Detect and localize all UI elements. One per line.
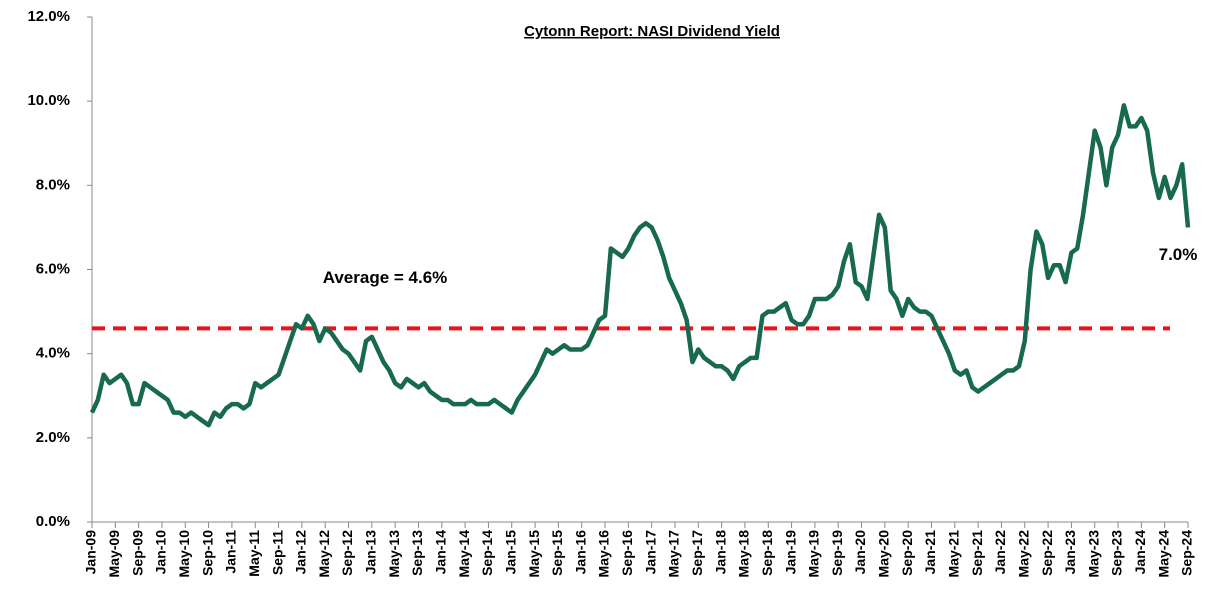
y-tick-label: 4.0% — [36, 345, 70, 362]
x-tick-label: Jan-20 — [852, 530, 868, 575]
x-tick-label: Sep-13 — [409, 530, 425, 576]
x-tick-label: Sep-12 — [339, 530, 355, 576]
x-tick-label: Sep-11 — [269, 530, 285, 575]
y-tick-label: 12.0% — [27, 8, 70, 25]
x-tick-label: Jan-15 — [502, 530, 518, 575]
x-tick-label: Sep-14 — [479, 530, 495, 576]
x-tick-label: Jan-12 — [293, 530, 309, 575]
x-tick-label: May-13 — [386, 530, 402, 578]
x-tick-label: May-15 — [526, 530, 542, 578]
x-tick-label: Jan-22 — [992, 530, 1008, 575]
x-tick-label: Sep-17 — [689, 530, 705, 576]
x-tick-label: May-22 — [1015, 530, 1031, 578]
x-tick-label: Sep-23 — [1109, 530, 1125, 576]
x-tick-label: Jan-24 — [1132, 530, 1148, 575]
x-tick-label: May-24 — [1155, 530, 1171, 578]
y-tick-label: 6.0% — [36, 260, 70, 277]
y-tick-label: 2.0% — [36, 429, 70, 446]
x-tick-label: Jan-09 — [83, 530, 99, 575]
y-tick-label: 8.0% — [36, 176, 70, 193]
x-tick-label: Jan-16 — [572, 530, 588, 575]
x-tick-label: May-20 — [876, 530, 892, 578]
x-tick-label: May-14 — [456, 530, 472, 578]
x-tick-label: May-09 — [106, 530, 122, 578]
x-tick-label: Jan-18 — [712, 530, 728, 575]
x-tick-label: May-21 — [946, 530, 962, 578]
x-tick-label: Sep-24 — [1179, 530, 1195, 576]
chart-title: Cytonn Report: NASI Dividend Yield — [524, 23, 780, 40]
end-label: 7.0% — [1159, 245, 1198, 264]
x-tick-label: Sep-15 — [549, 530, 565, 576]
x-tick-label: Sep-20 — [899, 530, 915, 576]
x-tick-label: May-12 — [316, 530, 332, 578]
x-tick-label: Jan-14 — [432, 530, 448, 575]
x-tick-label: May-19 — [806, 530, 822, 578]
x-tick-label: May-23 — [1085, 530, 1101, 578]
x-tick-label: Jan-10 — [153, 530, 169, 575]
y-tick-label: 10.0% — [27, 92, 70, 109]
x-tick-label: May-18 — [736, 530, 752, 578]
x-tick-label: Jan-23 — [1062, 530, 1078, 575]
x-tick-label: Sep-19 — [829, 530, 845, 576]
y-tick-label: 0.0% — [36, 513, 70, 530]
x-tick-label: Sep-22 — [1039, 530, 1055, 576]
average-label: Average = 4.6% — [323, 268, 448, 287]
x-tick-label: Jan-19 — [782, 530, 798, 575]
x-tick-label: Jan-11 — [223, 530, 239, 574]
x-tick-label: May-17 — [666, 530, 682, 578]
x-tick-label: Sep-09 — [129, 530, 145, 576]
x-tick-label: Sep-21 — [969, 530, 985, 576]
x-tick-label: Jan-17 — [642, 530, 658, 575]
x-tick-label: May-11 — [246, 530, 262, 577]
series-line — [89, 103, 1191, 428]
x-tick-label: May-16 — [596, 530, 612, 578]
x-tick-label: Jan-21 — [922, 530, 938, 575]
x-tick-label: Sep-18 — [759, 530, 775, 576]
x-tick-label: May-10 — [176, 530, 192, 578]
x-tick-label: Jan-13 — [363, 530, 379, 575]
x-tick-label: Sep-10 — [199, 530, 215, 576]
x-tick-label: Sep-16 — [619, 530, 635, 576]
